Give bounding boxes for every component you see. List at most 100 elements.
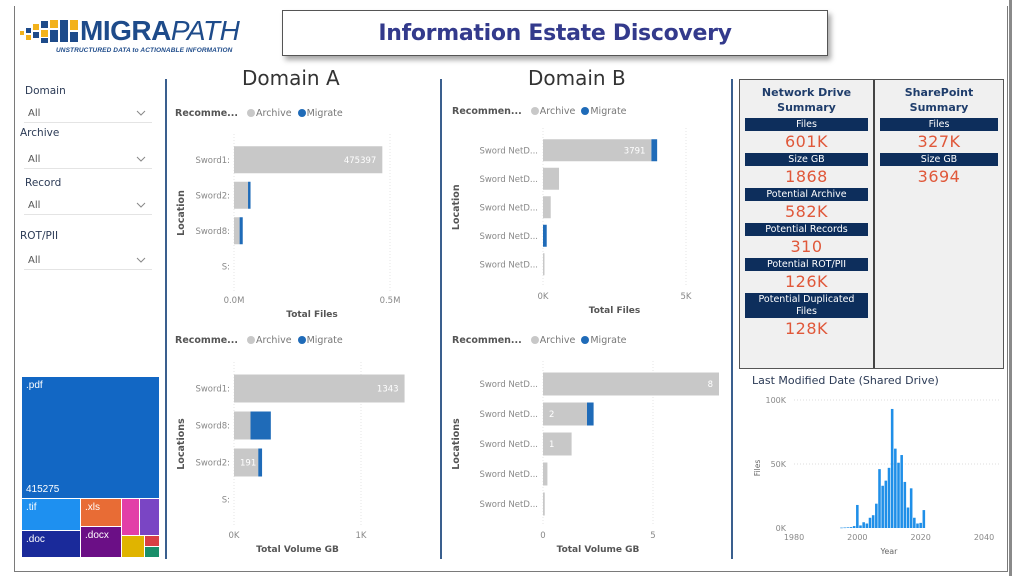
last-modified-chart-title: Last Modified Date (Shared Drive) [752,374,939,387]
histogram-bar[interactable] [852,526,856,528]
bar-archive[interactable] [543,196,551,219]
y-category-label: S: [222,262,230,272]
bar-archive[interactable] [543,432,572,456]
treemap-tile-other-2[interactable] [140,499,159,535]
logo-wordmark: MIGRAPATH [80,14,240,48]
bar-migrate[interactable] [651,139,658,162]
bar-migrate[interactable] [248,181,251,209]
bar-archive[interactable] [543,462,548,486]
histogram-bar[interactable] [878,469,881,528]
treemap-tile-docx[interactable]: .docx [81,527,121,557]
legend-archive[interactable]: Archive [530,106,575,117]
bar-archive[interactable] [234,217,240,245]
filter-archive-value: All [28,154,41,165]
histogram-bar[interactable] [922,510,926,528]
histogram-bar[interactable] [887,467,891,528]
bar-archive[interactable] [543,402,587,426]
filter-archive-dropdown[interactable]: All [24,151,152,169]
bar-migrate[interactable] [543,224,547,247]
kpi-label: Files [880,118,998,131]
y-category-label: Sword8: [195,227,230,237]
sharepoint-summary-title: SharePoint Summary [904,86,974,114]
filter-record-dropdown[interactable]: All [24,197,152,215]
filter-domain-dropdown[interactable]: All [24,105,152,123]
treemap-tile-other-3[interactable] [122,536,144,557]
section-divider [440,79,442,559]
histogram-bar[interactable] [913,517,916,528]
histogram-bar[interactable] [875,503,878,528]
legend-title: Recomme... [175,108,238,119]
legend-migrate[interactable]: Migrate [581,106,627,117]
chevron-down-icon [136,257,146,263]
bar-archive[interactable] [234,448,259,477]
filter-rot-pii-dropdown[interactable]: All [24,252,152,270]
y-category-label: Sword NetD... [479,146,538,156]
bar-archive[interactable] [234,146,383,174]
y-axis-title: Location [176,190,187,236]
summary-divider [873,80,875,368]
bar-archive[interactable] [543,167,560,190]
histogram-bar[interactable] [881,485,884,528]
network-drive-summary: Network Drive Summary Files 601K Size GB 18… [740,80,873,368]
treemap-tile-other-1[interactable] [122,499,139,535]
histogram-bar[interactable] [897,462,900,528]
histogram-bar[interactable] [884,480,888,528]
histogram-bar[interactable] [849,527,853,528]
x-axis-title: Total Volume GB [557,545,640,555]
histogram-bar[interactable] [862,522,865,528]
histogram-bar[interactable] [906,507,910,528]
treemap-tile-xls[interactable]: .xls [81,499,121,526]
histogram-bar[interactable] [871,515,875,528]
bar-archive[interactable] [234,411,251,440]
histogram-bar[interactable] [846,527,850,528]
bar-archive[interactable] [543,492,545,516]
bar-archive[interactable] [543,139,652,162]
bar-migrate[interactable] [258,448,263,477]
histogram-bar[interactable] [916,523,919,528]
bar-data-label: 1343 [377,385,399,395]
x-tick-label: 0K [229,531,240,541]
x-axis-title: Total Files [286,310,338,320]
treemap-tile-other-5[interactable] [145,547,159,557]
legend-archive[interactable]: Archive [530,335,575,346]
histogram-bar[interactable] [865,523,869,528]
legend-dot-icon [247,336,256,344]
treemap-tile-other-4[interactable] [145,536,159,546]
histogram-bar[interactable] [840,527,843,529]
x-tick-label: 1980 [784,533,804,542]
bar-migrate[interactable] [587,402,594,426]
histogram-bar[interactable] [903,481,907,528]
y-axis-title: Locations [451,418,462,470]
legend-migrate[interactable]: Migrate [581,335,627,346]
treemap-tile-tif[interactable]: .tif [22,499,80,530]
legend-archive[interactable]: Archive [247,108,292,119]
y-category-label: Sword NetD... [479,175,538,185]
legend-migrate[interactable]: Migrate [297,335,343,346]
histogram-bar[interactable] [843,527,846,529]
histogram-bar[interactable] [919,522,922,528]
histogram-bar[interactable] [909,488,913,528]
kpi-value: 126K [784,272,829,291]
logo-brand-light: PATH [170,15,240,46]
histogram-bar[interactable] [868,517,872,528]
bar-migrate[interactable] [239,217,243,245]
treemap-tile-doc[interactable]: .doc [22,531,80,557]
x-axis-title: Total Volume GB [256,545,339,555]
kpi-value: 310 [790,237,823,256]
legend-archive[interactable]: Archive [247,335,292,346]
legend-migrate[interactable]: Migrate [297,108,343,119]
bar-migrate[interactable] [250,411,271,440]
scrollbar[interactable] [1009,0,1012,576]
bar-archive[interactable] [234,374,405,403]
histogram-bar[interactable] [890,408,894,528]
histogram-bar[interactable] [859,525,862,528]
histogram-bar[interactable] [894,448,897,528]
y-category-label: Sword NetD... [479,500,538,510]
histogram-bar[interactable] [900,455,903,528]
bar-archive[interactable] [543,253,545,276]
bar-data-label: 191 [240,459,256,469]
bar-archive[interactable] [543,372,719,396]
bar-archive[interactable] [234,181,249,209]
treemap-tile-pdf[interactable]: .pdf 415275 [22,377,159,498]
histogram-bar[interactable] [856,504,859,528]
